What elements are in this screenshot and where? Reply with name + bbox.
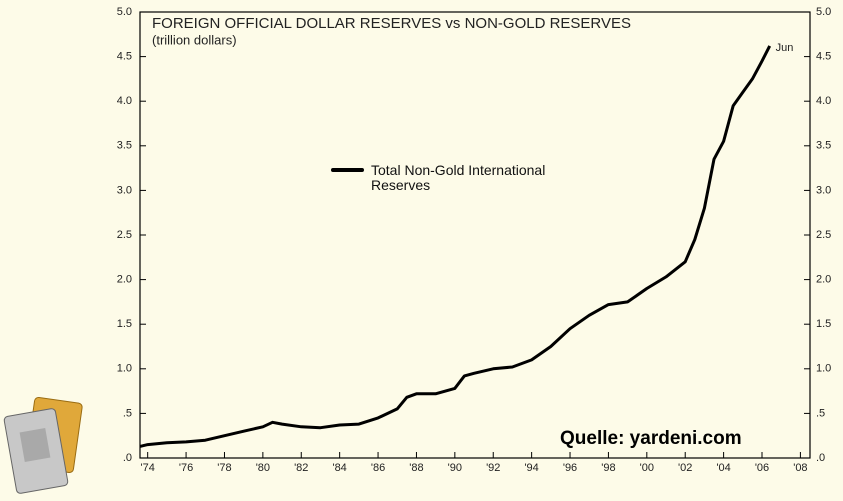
plot-frame [140, 12, 810, 458]
x-tick-label: '76 [179, 462, 193, 474]
x-tick-label: '86 [371, 462, 385, 474]
y-tick-label: 4.5 [117, 51, 132, 63]
y-tick-label: 1.5 [117, 318, 132, 330]
y2-tick-label: 3.5 [816, 140, 831, 152]
x-tick-label: '88 [409, 462, 423, 474]
x-tick-label: '82 [294, 462, 308, 474]
end-annotation: Jun [776, 42, 794, 54]
y2-tick-label: 3.0 [816, 184, 831, 196]
y-tick-label: 3.0 [117, 184, 132, 196]
series-line [140, 46, 770, 447]
x-tick-label: '80 [256, 462, 270, 474]
y-tick-label: 5.0 [117, 6, 132, 18]
x-tick-label: '90 [448, 462, 462, 474]
y2-tick-label: 1.0 [816, 363, 831, 375]
y-tick-label: .5 [123, 407, 132, 419]
x-tick-label: '02 [678, 462, 692, 474]
y2-tick-label: 5.0 [816, 6, 831, 18]
y2-tick-label: 4.0 [816, 95, 831, 107]
legend-label: Total Non-Gold International Reserves [371, 163, 546, 193]
page: {"chart_data": { "type": "line", "title"… [0, 0, 843, 501]
x-tick-label: '08 [793, 462, 807, 474]
y-tick-label: 1.0 [117, 363, 132, 375]
source: Quelle: yardeni.com [560, 428, 742, 450]
y-tick-label: 2.0 [117, 274, 132, 286]
x-tick-label: '84 [332, 462, 346, 474]
y2-tick-label: .0 [816, 452, 825, 464]
y2-tick-label: 2.0 [816, 274, 831, 286]
chart-subtitle: (trillion dollars) [152, 32, 237, 47]
y-tick-label: 4.0 [117, 95, 132, 107]
x-tick-label: '74 [141, 462, 155, 474]
y2-tick-label: .5 [816, 407, 825, 419]
x-tick-label: '98 [601, 462, 615, 474]
x-tick-label: '04 [716, 462, 730, 474]
x-tick-label: '92 [486, 462, 500, 474]
gold-bar-icon [4, 397, 83, 494]
y2-tick-label: 2.5 [816, 229, 831, 241]
y-tick-label: .0 [123, 452, 132, 464]
x-tick-label: '78 [217, 462, 231, 474]
y-tick-label: 2.5 [117, 229, 132, 241]
chart: FOREIGN OFFICIAL DOLLAR RESERVES vs NON-… [0, 0, 843, 501]
x-tick-label: '96 [563, 462, 577, 474]
chart-title: FOREIGN OFFICIAL DOLLAR RESERVES vs NON-… [152, 15, 631, 32]
x-tick-label: '06 [755, 462, 769, 474]
y-tick-label: 3.5 [117, 140, 132, 152]
y2-tick-label: 4.5 [816, 51, 831, 63]
x-tick-label: '00 [640, 462, 654, 474]
y2-tick-label: 1.5 [816, 318, 831, 330]
x-tick-label: '94 [524, 462, 538, 474]
